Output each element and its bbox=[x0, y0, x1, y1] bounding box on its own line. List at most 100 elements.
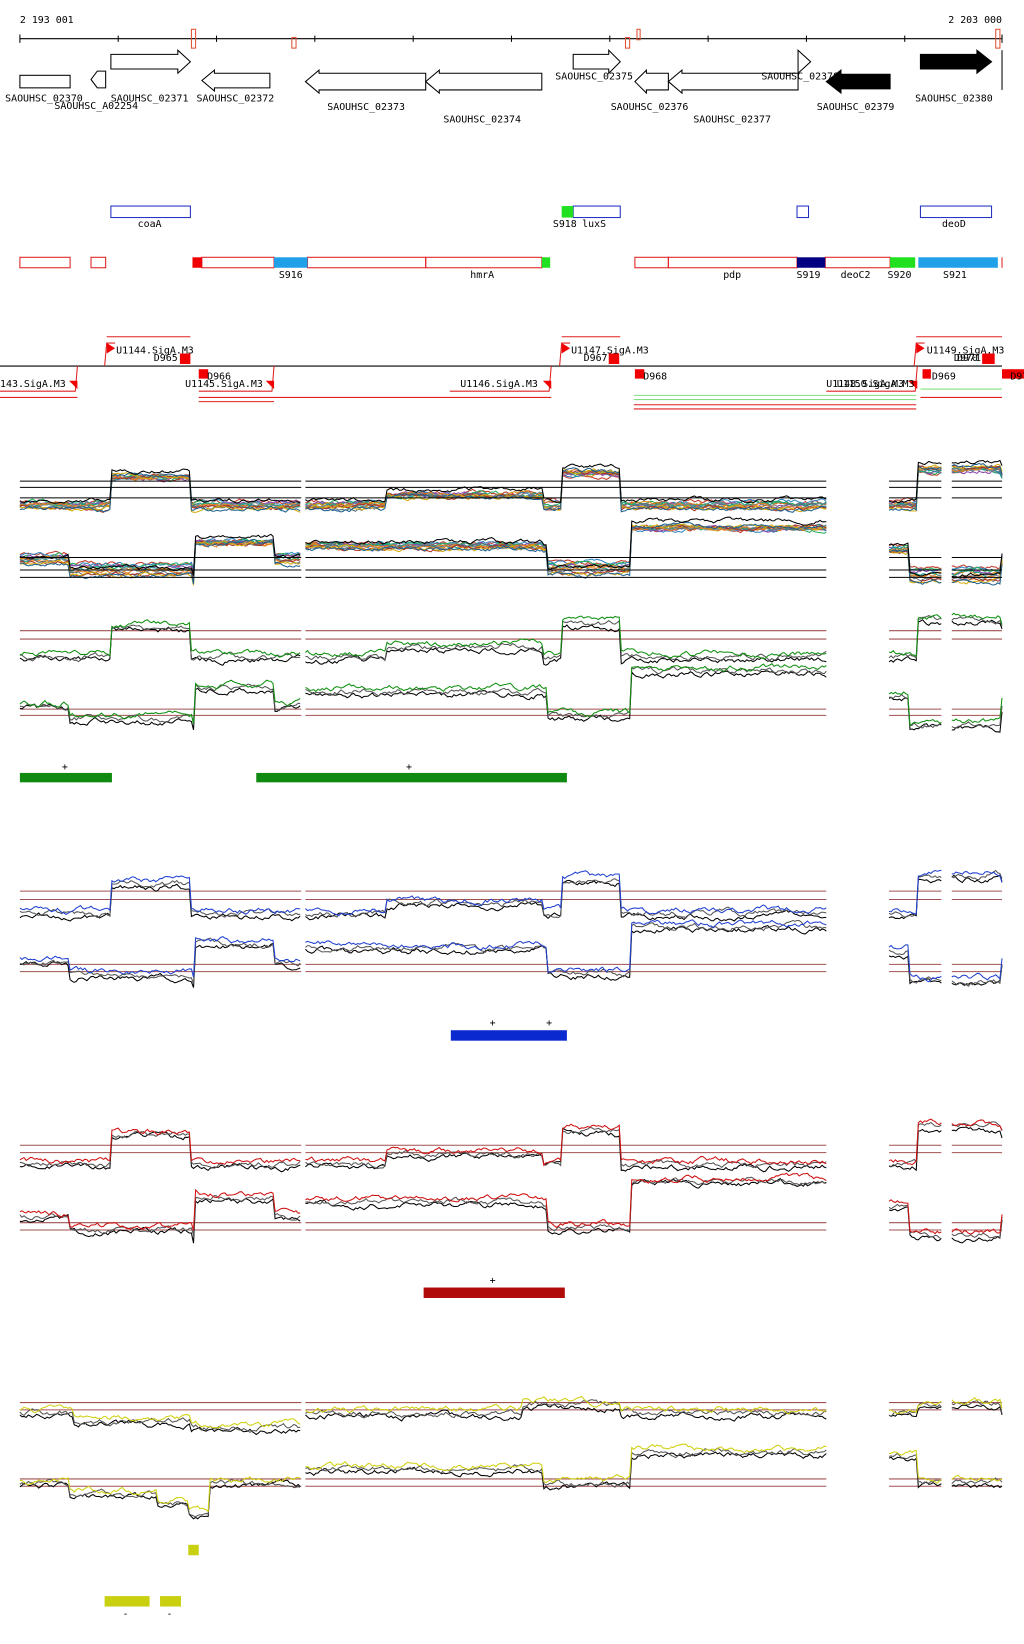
signal-trace bbox=[888, 1206, 942, 1242]
signal-trace bbox=[19, 942, 301, 988]
feature-label: pdp bbox=[723, 270, 741, 281]
signal-trace bbox=[951, 1482, 1003, 1489]
promoter-label: U1145.SigA.M3 bbox=[185, 379, 263, 390]
signal-trace bbox=[305, 879, 827, 922]
promoter-label: U1147.SigA.M3 bbox=[571, 346, 649, 357]
feature-label: S919 bbox=[797, 270, 821, 281]
feature-label: S916 bbox=[279, 270, 303, 281]
signal-trace bbox=[951, 870, 1003, 883]
promoter-label: D969 bbox=[932, 372, 956, 383]
gene-label: SAOUHSC_02374 bbox=[443, 114, 521, 125]
gene-label: SAOUHSC_02380 bbox=[915, 93, 993, 104]
signal-trace bbox=[951, 615, 1003, 627]
signal-trace bbox=[305, 870, 827, 917]
signal-trace bbox=[888, 691, 942, 727]
signal-trace bbox=[305, 1443, 827, 1484]
promoter-label: D970 bbox=[954, 353, 978, 364]
signal-trace bbox=[19, 626, 301, 666]
signal-trace bbox=[888, 1121, 942, 1167]
signal-trace bbox=[888, 1128, 942, 1172]
signal-trace bbox=[888, 460, 942, 504]
signal-trace bbox=[951, 697, 1003, 724]
signal-trace bbox=[19, 1188, 301, 1231]
signal-trace bbox=[305, 663, 827, 718]
signal-trace bbox=[19, 937, 301, 984]
feature-label: S918 bbox=[553, 219, 577, 230]
signal-trace bbox=[19, 468, 301, 504]
gene-label: SAOUHSC_02376 bbox=[611, 102, 689, 113]
signal-trace bbox=[951, 556, 1003, 573]
promoter-label: U1148.SigA.M3 bbox=[826, 379, 904, 390]
traces bbox=[19, 459, 1003, 1520]
signal-trace bbox=[951, 1216, 1003, 1240]
signal-trace bbox=[951, 462, 1003, 476]
signal-trace bbox=[888, 955, 942, 985]
signal-trace bbox=[19, 1127, 301, 1165]
signal-trace bbox=[305, 1177, 827, 1236]
signal-trace bbox=[305, 526, 827, 567]
signal-trace bbox=[19, 679, 301, 724]
gene-label: SAOUHSC_02377 bbox=[693, 114, 771, 125]
signal-trace bbox=[888, 544, 942, 572]
signal-trace bbox=[19, 1130, 301, 1169]
signal-trace bbox=[951, 463, 1003, 472]
signal-trace bbox=[19, 936, 301, 978]
promoter-label: 143.SigA.M3 bbox=[0, 379, 66, 390]
gene-label: SAOUHSC_02373 bbox=[327, 102, 405, 113]
signal-trace bbox=[305, 463, 827, 504]
signal-trace bbox=[888, 546, 942, 577]
signal-trace bbox=[19, 883, 301, 922]
track-mark: + bbox=[490, 1275, 496, 1286]
signal-trace bbox=[888, 878, 942, 920]
promoter-label: D968 bbox=[643, 372, 667, 383]
track-mark: + bbox=[406, 762, 412, 773]
promoter-label: U1146.SigA.M3 bbox=[460, 379, 538, 390]
signal-trace bbox=[888, 542, 942, 577]
gene-label: SAOUHSC_02370 bbox=[5, 93, 83, 104]
signal-trace bbox=[951, 564, 1003, 586]
signal-trace bbox=[19, 879, 301, 919]
signal-trace bbox=[888, 944, 942, 983]
signal-trace bbox=[888, 1199, 942, 1235]
signal-trace bbox=[888, 1456, 942, 1489]
signal-trace bbox=[19, 875, 301, 915]
signal-trace bbox=[951, 964, 1003, 987]
signal-trace bbox=[305, 1126, 827, 1170]
signal-trace bbox=[888, 1118, 942, 1166]
signal-trace bbox=[305, 521, 827, 579]
gene-label: SAOUHSC_02371 bbox=[111, 93, 189, 104]
gene-label: SAOUHSC_02378 bbox=[761, 71, 839, 82]
signal-trace bbox=[19, 1476, 301, 1513]
track-mark: + bbox=[62, 762, 68, 773]
track-mark: - bbox=[166, 1609, 172, 1620]
promoter-label: D967 bbox=[584, 353, 608, 364]
signal-trace bbox=[951, 1121, 1003, 1132]
signal-trace bbox=[888, 469, 942, 507]
promoter-label: D971 bbox=[957, 353, 981, 364]
signal-trace bbox=[951, 705, 1003, 729]
signal-trace bbox=[889, 694, 942, 729]
signal-trace bbox=[19, 471, 301, 513]
signal-trace bbox=[305, 919, 827, 978]
promoter-label: U1144.SigA.M3 bbox=[116, 346, 194, 357]
signal-trace bbox=[305, 1127, 827, 1173]
feature-label: luxS bbox=[582, 219, 606, 230]
signal-trace bbox=[951, 1477, 1003, 1485]
signal-trace bbox=[888, 696, 942, 731]
signal-trace bbox=[305, 1172, 827, 1229]
promoter-label: U1150.SigA.M3 bbox=[837, 379, 915, 390]
signal-trace bbox=[305, 670, 827, 722]
signal-trace bbox=[19, 1408, 301, 1433]
signal-trace bbox=[19, 472, 301, 511]
feature-label: hmrA bbox=[470, 270, 494, 281]
signal-trace bbox=[951, 1214, 1003, 1235]
signal-trace bbox=[19, 533, 301, 576]
signal-trace bbox=[951, 1126, 1003, 1139]
feature-label: S920 bbox=[888, 270, 912, 281]
signal-trace bbox=[19, 1412, 301, 1436]
signal-trace bbox=[305, 615, 827, 660]
track-mark: - bbox=[123, 1609, 129, 1620]
signal-trace bbox=[888, 614, 942, 658]
signal-trace bbox=[888, 465, 942, 512]
